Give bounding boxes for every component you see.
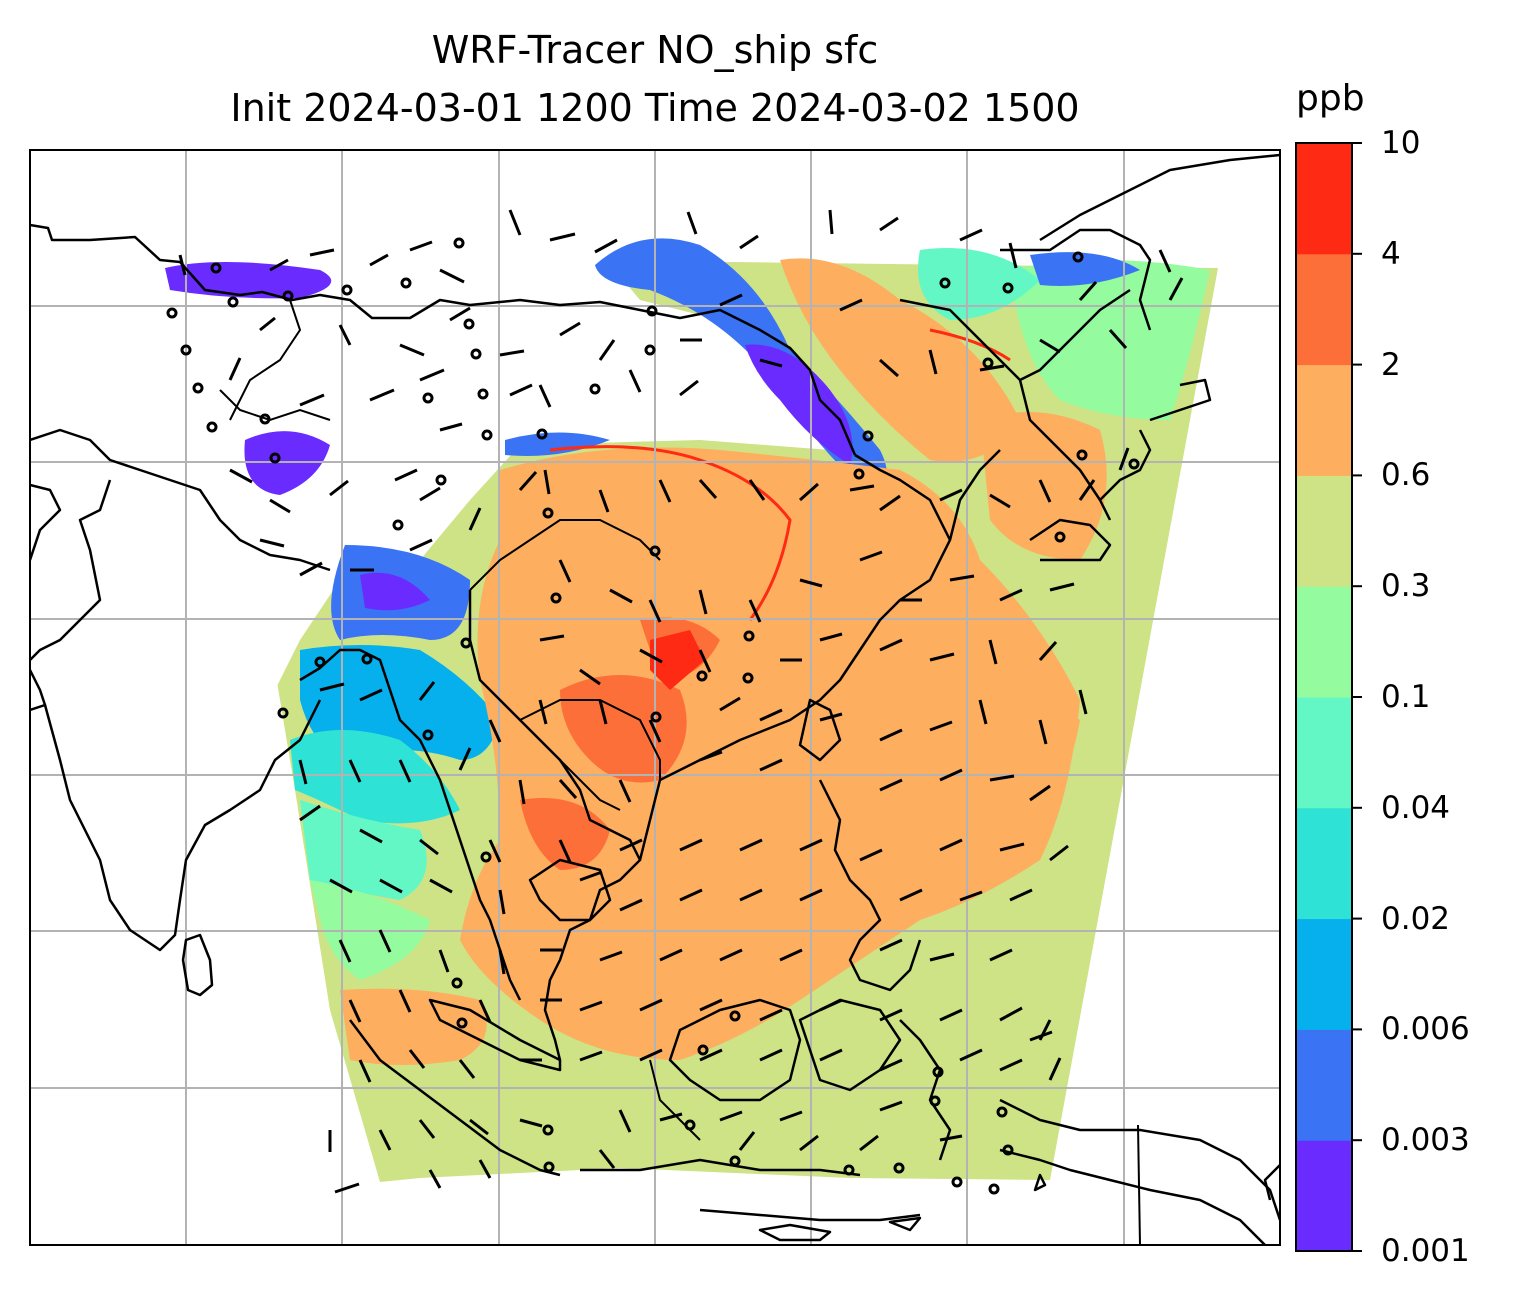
colorbar-bin bbox=[1296, 364, 1352, 476]
colorbar-tick-label: 0.1 bbox=[1381, 679, 1431, 715]
colorbar-tick-label: 0.003 bbox=[1381, 1122, 1470, 1159]
colorbar-bin bbox=[1296, 253, 1352, 366]
map-title-line2: Init 2024-03-01 1200 Time 2024-03-02 150… bbox=[230, 86, 1080, 130]
colorbar-unit-label: ppb bbox=[1296, 78, 1365, 119]
colorbar-tick-label: 0.001 bbox=[1381, 1233, 1470, 1269]
colorbar-tick-label: 0.02 bbox=[1381, 900, 1451, 937]
map-frame bbox=[29, 149, 1281, 1246]
colorbar-tick-label: 0.006 bbox=[1381, 1011, 1470, 1048]
colorbar-tick-label: 0.3 bbox=[1381, 568, 1431, 605]
wind-barbs bbox=[178, 209, 1184, 1194]
colorbar-bin bbox=[1296, 918, 1352, 1030]
colorbar-bin bbox=[1296, 586, 1352, 698]
colorbar-tick-label: 2 bbox=[1381, 346, 1401, 383]
colorbar-tick-label: 0.6 bbox=[1381, 457, 1431, 494]
high-concentration-region bbox=[460, 447, 1080, 1060]
tracer-concentration-field bbox=[150, 238, 1218, 1182]
colorbar-bin bbox=[1296, 1029, 1352, 1141]
colorbar-bin bbox=[1296, 143, 1352, 255]
colorbar-bin bbox=[1296, 807, 1352, 920]
coastlines bbox=[30, 153, 1280, 1245]
colorbar-tick-label: 4 bbox=[1381, 235, 1401, 272]
below-range-area bbox=[150, 240, 850, 700]
map-title-line1: WRF-Tracer NO_ship sfc bbox=[431, 28, 879, 72]
map-panel bbox=[30, 150, 1280, 1245]
calm-wind-markers bbox=[166, 237, 1140, 1195]
colorbar-bin bbox=[1296, 1140, 1352, 1252]
colorbar bbox=[1295, 142, 1362, 1252]
colorbar-bin bbox=[1296, 475, 1352, 587]
colorbar-tick-label: 10 bbox=[1381, 125, 1421, 161]
colorbar-tick-label: 0.04 bbox=[1381, 789, 1451, 826]
colorbar-bin bbox=[1296, 697, 1352, 809]
